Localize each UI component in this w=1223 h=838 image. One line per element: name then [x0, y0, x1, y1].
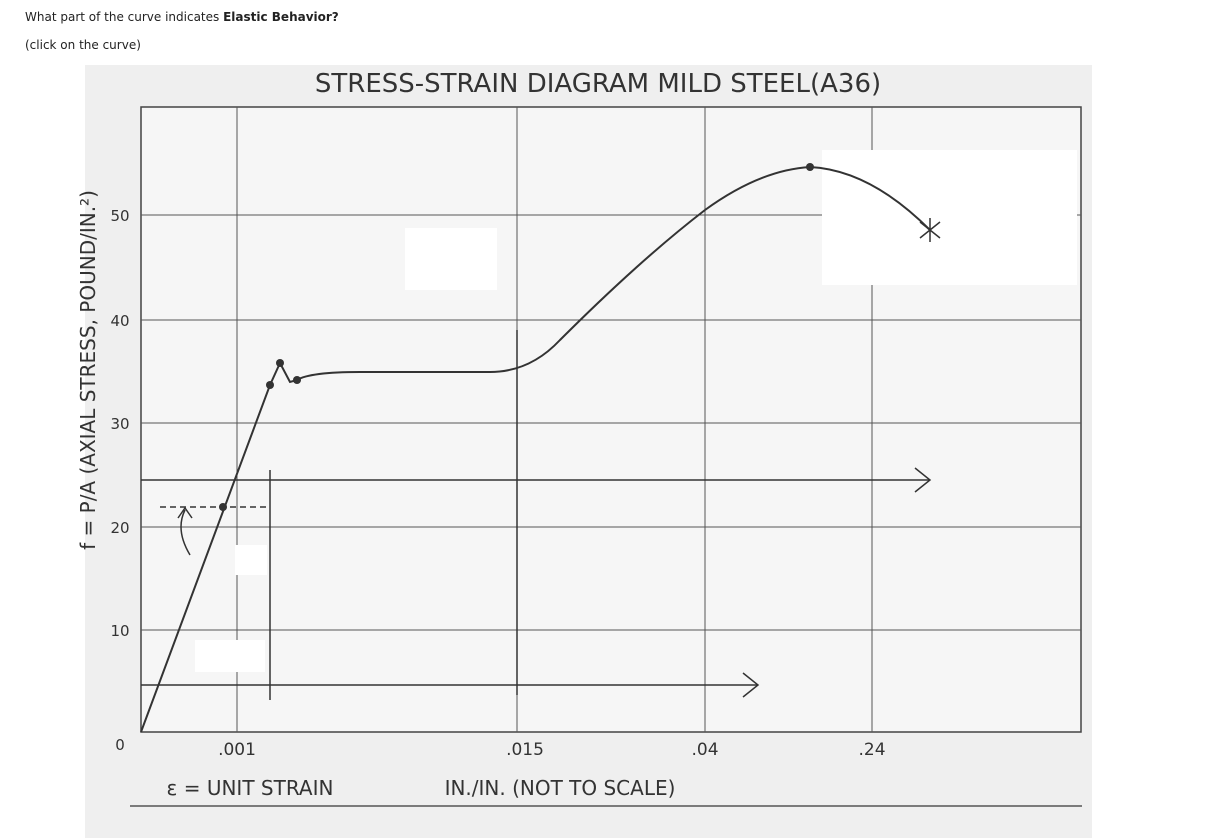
y-tick-label: 0 [115, 736, 125, 754]
point [276, 359, 284, 367]
y-tick-label: 40 [110, 312, 129, 330]
x-tick-label: .001 [218, 740, 256, 760]
y-tick-labels: 0 10 20 30 40 50 [110, 207, 129, 754]
curved-arrow [177, 506, 193, 556]
annotations [141, 330, 932, 700]
y-axis-label: f = P/A (AXIAL STRESS, POUND/IN.²) [76, 190, 100, 550]
point [806, 163, 814, 171]
answer-box [405, 228, 497, 290]
y-tick-label: 50 [110, 207, 129, 225]
x-axis-units: IN./IN. (NOT TO SCALE) [445, 776, 676, 800]
point [293, 376, 301, 384]
point [266, 381, 274, 389]
x-axis-label: ε = UNIT STRAIN [167, 776, 334, 800]
stress-strain-curve[interactable] [140, 165, 931, 733]
y-tick-label: 10 [110, 622, 129, 640]
curve-points [219, 163, 941, 511]
hidden-labels [195, 150, 1077, 672]
answer-box [235, 545, 267, 575]
instruction: (click on the curve) [25, 38, 141, 52]
diagram-title: STRESS-STRAIN DIAGRAM MILD STEEL(A36) [315, 69, 881, 99]
y-tick-label: 20 [110, 519, 129, 537]
answer-box [822, 150, 1077, 285]
arrow-head [914, 467, 932, 493]
arrow-head [742, 672, 760, 698]
x-tick-label: .24 [858, 740, 885, 760]
answer-box [195, 640, 265, 672]
x-tick-label: .015 [506, 740, 544, 760]
point [219, 503, 227, 511]
x-tick-label: .04 [691, 740, 718, 760]
question-emphasis: Elastic Behavior? [223, 10, 339, 24]
question: What part of the curve indicates Elastic… [25, 10, 339, 24]
question-text: What part of the curve indicates [25, 10, 224, 24]
x-tick-labels: .001 .015 .04 .24 [218, 740, 885, 760]
y-tick-label: 30 [110, 415, 129, 433]
fracture-mark [919, 218, 941, 242]
